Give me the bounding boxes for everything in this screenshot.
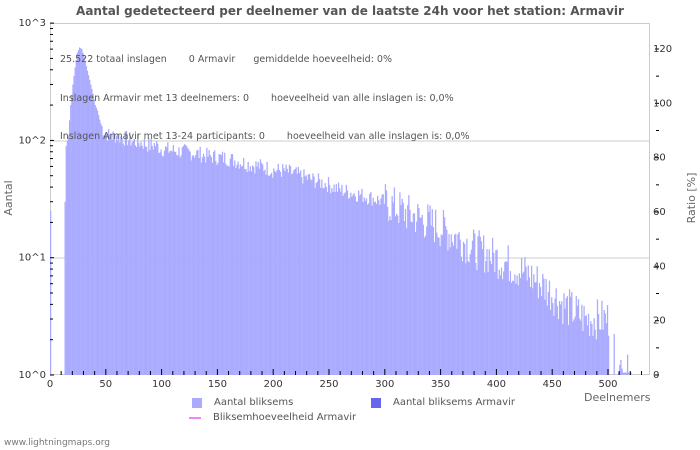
svg-text:0: 0 [653,370,659,381]
svg-text:100: 100 [653,98,672,109]
y-axis-ticks: 10^0 10^1 10^2 10^3 [19,18,54,381]
svg-text:10^0: 10^0 [19,370,46,381]
y2-axis-ticks: 0 20 40 60 80 100 120 [653,44,672,381]
svg-text:10^2: 10^2 [19,135,46,146]
y2-axis-title: Ratio [%] [685,173,698,224]
svg-text:0: 0 [47,379,53,390]
svg-text:10^1: 10^1 [19,253,46,264]
svg-text:50: 50 [99,379,112,390]
legend-ratio-line: Bliksemhoeveelheid Armavir [189,412,356,423]
x-axis-ticks: 0 50 100 150 200 250 300 350 400 450 500 [47,369,642,390]
legend-label: Aantal bliksems Armavir [393,397,515,408]
info-13-24-participants: Inslagen Armavir met 13-24 participants:… [60,130,265,142]
svg-text:300: 300 [375,379,394,390]
svg-text:450: 450 [543,379,562,390]
svg-text:150: 150 [208,379,227,390]
summary-info: 25.522 totaal inslagen 0 Armavir gemiddeld… [60,29,470,156]
legend-swatch-light [192,397,202,408]
svg-text:80: 80 [653,153,666,164]
x-axis-title: Deelnemers [584,391,651,404]
svg-text:500: 500 [598,379,617,390]
info-13-participants: Inslagen Armavir met 13 deelnemers: 0 [60,92,250,104]
footer-source: www.lightningmaps.org [4,438,110,448]
legend-label: Bliksemhoeveelheid Armavir [213,412,357,423]
info-station-count: 0 Armavir [188,54,236,66]
svg-text:20: 20 [653,316,666,327]
info-13-24-share: hoeveelheid van alle inslagen is: 0,0% [286,130,470,142]
svg-text:100: 100 [152,379,171,390]
svg-text:60: 60 [653,207,666,218]
legend-label: Aantal bliksems [214,397,294,408]
svg-text:40: 40 [653,261,666,272]
svg-text:10^3: 10^3 [19,18,46,29]
chart-title: Aantal gedetecteerd per deelnemer van de… [76,4,624,18]
info-13-share: hoeveelheid van alle inslagen is: 0,0% [271,92,454,104]
legend-line-swatch [189,416,201,419]
info-total: 25.522 totaal inslagen [60,54,167,66]
svg-text:350: 350 [431,379,450,390]
svg-text:250: 250 [319,379,338,390]
svg-text:400: 400 [487,379,506,390]
svg-text:120: 120 [653,44,672,55]
info-average: gemiddelde hoeveelheid: 0% [253,54,393,66]
y-axis-title: Aantal [2,180,15,215]
svg-text:200: 200 [264,379,283,390]
legend-swatch-dark [371,397,381,408]
legend-aantal-bliksems: Aantal bliksems [192,397,293,408]
legend-aantal-bliksems-station: Aantal bliksems Armavir [371,397,515,408]
histogram-bars [50,47,632,376]
